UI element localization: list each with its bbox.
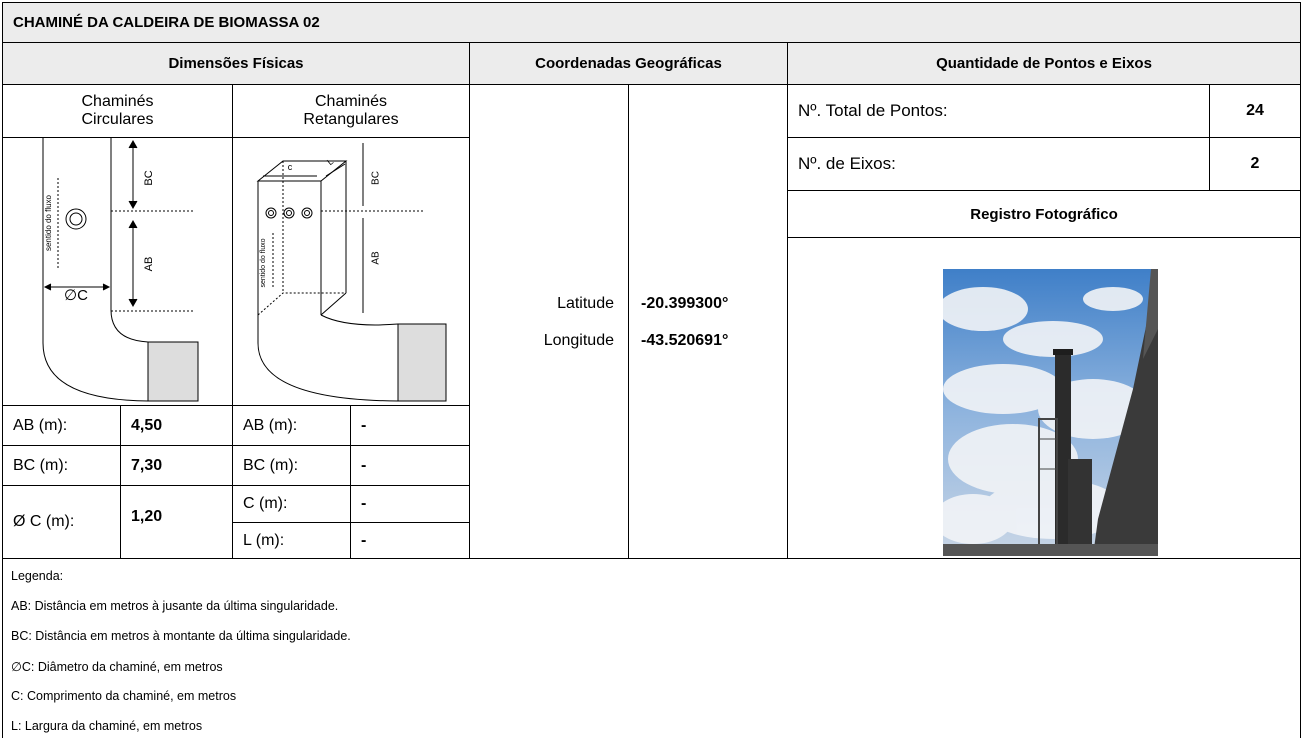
diagram-cell: BC AB ∅C sentido do fluxo [3, 138, 233, 406]
label: Nº. de Eixos: [788, 138, 1210, 191]
label: L (m): [233, 523, 351, 559]
header: Dimensões Físicas [3, 43, 470, 85]
diagram-label: BC [371, 171, 382, 185]
subheader: Chaminés Retangulares [233, 85, 470, 138]
diagram-label: BC [143, 170, 155, 185]
legend-line: C: Comprimento da chaminé, em metros [11, 689, 237, 703]
value: 7,30 [121, 446, 233, 486]
value: - [351, 406, 470, 446]
label: C (m): [233, 486, 351, 523]
subheader: Chaminés Circulares [3, 85, 233, 138]
legend-line: L: Largura da chaminé, em metros [11, 719, 203, 733]
legend-line: BC: Distância em metros à montante da úl… [11, 629, 351, 643]
diagram-label: sentido do fluxo [260, 238, 267, 287]
value: 24 [1210, 85, 1300, 138]
value: 4,50 [121, 406, 233, 446]
header: Registro Fotográfico [788, 191, 1300, 238]
legend-line: ∅C: Diâmetro da chaminé, em metros [11, 660, 223, 674]
header: Quantidade de Pontos e Eixos [788, 43, 1300, 85]
value: 1,20 [121, 486, 233, 559]
rectangular-diagram: c L BC AB sentido do fluxo [256, 143, 447, 402]
label: AB (m): [233, 406, 351, 446]
value: 2 [1210, 138, 1300, 191]
value: - [351, 523, 470, 559]
circular-diagram: BC AB ∅C sentido do fluxo [42, 138, 199, 402]
diagram-label: AB [143, 257, 155, 272]
label: BC (m): [3, 446, 121, 486]
value: - [351, 486, 470, 523]
diagram-cell: c L BC AB sentido do fluxo [233, 138, 470, 406]
diagram-label: L [325, 156, 335, 167]
value: - [351, 446, 470, 486]
diagram-label: AB [371, 251, 382, 265]
coord-label: Longitude [543, 331, 614, 349]
photo-cell [788, 238, 1300, 559]
coord-value: -20.399300° [641, 294, 729, 312]
legend-line: Legenda: [11, 569, 64, 583]
header: Coordenadas Geográficas [470, 43, 788, 85]
photo [943, 269, 1158, 556]
label: Nº. Total de Pontos: [788, 85, 1210, 138]
coord-labels: Latitude Longitude [470, 85, 629, 559]
title: CHAMINÉ DA CALDEIRA DE BIOMASSA 02 [3, 3, 1300, 43]
label: Ø C (m): [3, 486, 121, 559]
label: BC (m): [233, 446, 351, 486]
diagram-label: c [288, 162, 293, 172]
diagram-label: ∅C [64, 287, 88, 304]
diagram-label: sentido do fluxo [44, 194, 53, 251]
coord-label: Latitude [557, 294, 614, 312]
legend-line: AB: Distância em metros à jusante da últ… [11, 599, 339, 613]
coord-value: -43.520691° [641, 331, 729, 349]
coord-values: -20.399300° -43.520691° [629, 85, 788, 559]
label: AB (m): [3, 406, 121, 446]
